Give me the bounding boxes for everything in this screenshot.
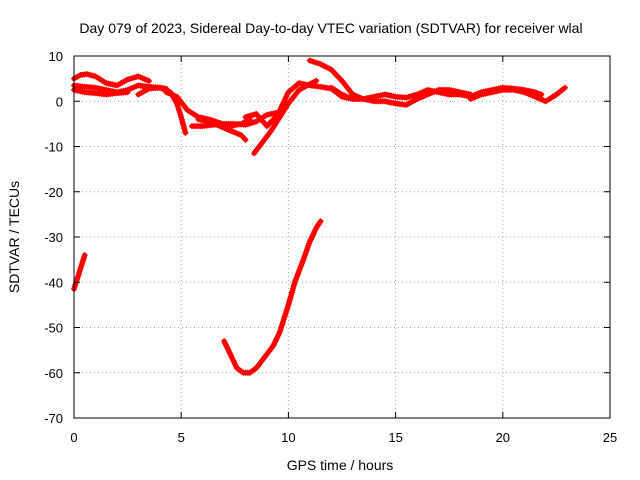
x-tick-label: 0 — [70, 430, 77, 445]
x-tick-label: 15 — [388, 430, 402, 445]
grid — [74, 56, 610, 418]
ticks: 0 5 10 15 20 25 -70 -60 -50 -40 -30 -20 -10 0 10 — [44, 49, 617, 445]
y-tick-label: -20 — [44, 185, 63, 200]
data-series-segment-15 — [221, 218, 324, 376]
data-series-segment-8 — [195, 116, 249, 143]
data-point — [182, 129, 189, 136]
x-tick-label: 10 — [281, 430, 295, 445]
y-tick-label: -40 — [44, 275, 63, 290]
data-series-segment-4 — [71, 86, 131, 98]
data-point — [317, 218, 324, 225]
y-tick-label: -50 — [44, 321, 63, 336]
data-point — [242, 136, 249, 143]
x-tick-label: 25 — [603, 430, 617, 445]
x-tick-label: 5 — [178, 430, 185, 445]
data-point — [146, 77, 152, 84]
data-point — [313, 77, 320, 84]
data-series-segment-14 — [467, 84, 545, 100]
data-point — [124, 89, 131, 96]
chart-title: Day 079 of 2023, Sidereal Day-to-day VTE… — [79, 20, 582, 36]
x-tick-label: 20 — [496, 430, 510, 445]
y-tick-label: -10 — [44, 140, 63, 155]
y-tick-label: -60 — [44, 366, 63, 381]
y-tick-label: -30 — [44, 230, 63, 245]
y-tick-label: -70 — [44, 411, 63, 426]
data-point — [562, 84, 568, 91]
y-axis-label: SDTVAR / TECUs — [6, 181, 22, 293]
data-point — [538, 91, 545, 98]
y-tick-label: 10 — [49, 49, 63, 64]
data-series-segment-2 — [71, 71, 152, 89]
data-point — [81, 252, 88, 259]
series-layer — [71, 57, 568, 376]
x-axis-label: GPS time / hours — [287, 457, 394, 473]
y-tick-label: 0 — [56, 94, 63, 109]
